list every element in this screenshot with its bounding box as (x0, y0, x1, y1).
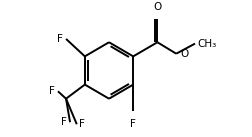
Text: O: O (153, 2, 161, 12)
Text: CH₃: CH₃ (197, 39, 216, 49)
Text: F: F (79, 119, 85, 129)
Text: F: F (130, 119, 136, 129)
Text: F: F (49, 86, 55, 96)
Text: F: F (57, 34, 63, 44)
Text: F: F (61, 117, 67, 127)
Text: O: O (179, 49, 188, 59)
